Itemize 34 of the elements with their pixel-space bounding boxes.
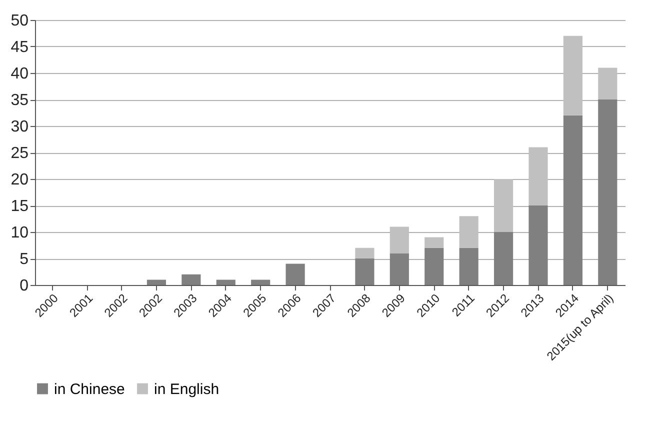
bar [563,36,582,116]
legend-label: in English [154,380,220,398]
bar [494,232,514,285]
bar [424,237,444,248]
bar [494,179,514,232]
bar [216,280,236,285]
y-tick-label: 35 [10,92,29,109]
y-tick-label: 40 [10,66,29,82]
y-tick-label: 5 [20,251,29,268]
bar [528,147,548,206]
bar [355,248,374,258]
bar [459,216,478,248]
y-tick-label: 45 [10,39,29,56]
y-tick-label: 20 [10,172,29,188]
y-tick-label: 25 [10,145,29,162]
bar [146,280,166,285]
bar [459,248,478,285]
bar [355,258,374,285]
bar [251,280,270,285]
y-tick-label: 30 [10,118,29,136]
bar [528,206,548,285]
y-tick-label: 0 [20,278,29,294]
bar [390,226,409,254]
bar [598,68,618,100]
bar [286,264,305,285]
bar [390,253,409,285]
bar [598,100,618,285]
legend-label: in Chinese [54,380,125,398]
bar [424,248,444,285]
y-tick-label: 15 [10,198,29,215]
bar [563,115,582,285]
y-tick-label: 50 [10,12,29,30]
bar [182,274,201,285]
y-tick-label: 10 [10,224,29,242]
